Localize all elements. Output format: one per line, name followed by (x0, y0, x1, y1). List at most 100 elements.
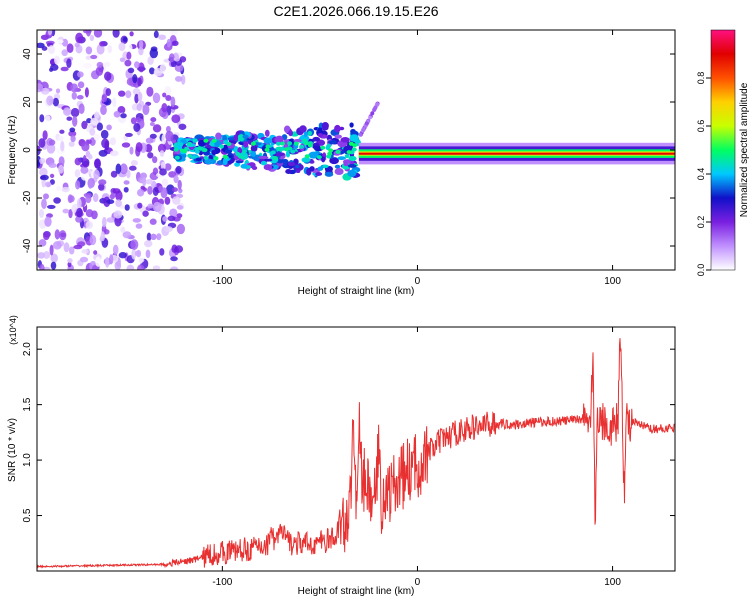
heatmap-cell (334, 167, 344, 176)
heatmap-cell (138, 258, 145, 263)
heatmap-cell (118, 90, 126, 97)
heatmap-cell (137, 91, 143, 102)
heatmap-cell (334, 134, 342, 139)
heatmap-cell (358, 132, 363, 137)
heatmap-cell (317, 132, 323, 138)
heatmap-cell (340, 137, 350, 143)
heatmap-cell (203, 155, 209, 160)
heatmap-cell (114, 215, 122, 227)
snr-x-ticks: -100 0 100 (212, 327, 621, 588)
heatmap-cell (152, 167, 159, 176)
heatmap-cell (347, 169, 357, 177)
spectrogram-x-ticks: -100 0 100 (212, 30, 621, 287)
heatmap-cell (44, 181, 52, 188)
heatmap-cell (149, 218, 157, 225)
heatmap-cell (39, 114, 45, 123)
heatmap-cell (78, 103, 85, 115)
heatmap-cell (147, 56, 154, 65)
heatmap-cell (176, 213, 183, 219)
heatmap-cell (160, 161, 166, 170)
heatmap-cell (194, 149, 200, 154)
heatmap-cell (243, 141, 249, 148)
heatmap-cell (170, 30, 178, 37)
heatmap-cell (76, 198, 82, 209)
heatmap-cell (290, 149, 296, 154)
heatmap-cell (42, 130, 48, 141)
heatmap-cell (174, 155, 180, 160)
heatmap-cell (145, 249, 151, 259)
heatmap-cell (147, 152, 154, 159)
heatmap-cell (169, 266, 179, 270)
heatmap-cell (61, 49, 68, 57)
heatmap-cell (89, 234, 97, 246)
heatmap-cell (173, 147, 179, 152)
heatmap-cell (98, 179, 107, 186)
heatmap-cell (85, 221, 93, 229)
x-tick-label: -100 (212, 276, 232, 287)
heatmap-cell (320, 145, 326, 150)
heatmap-cell (158, 34, 167, 40)
heatmap-cell (136, 103, 143, 111)
heatmap-cell (343, 161, 349, 167)
colorbar-tick-label: 0.6 (696, 120, 706, 133)
heatmap-cell (258, 155, 269, 160)
heatmap-cell (295, 169, 301, 174)
heatmap-cell (347, 164, 357, 168)
heatmap-cell (287, 161, 296, 167)
heatmap-cell (77, 81, 85, 89)
heatmap-cell (344, 154, 350, 159)
heatmap-cell (174, 75, 183, 82)
heatmap-cell (120, 113, 127, 119)
heatmap-cell (147, 203, 154, 209)
x-tick-label: 100 (604, 276, 621, 287)
y-tick-label: 1.5 (22, 397, 33, 411)
heatmap-cell (176, 223, 186, 235)
heatmap-cell (157, 143, 167, 154)
heatmap-cell (66, 116, 73, 121)
heatmap-cell (79, 256, 89, 263)
heatmap-cell (48, 163, 57, 168)
heatmap-cell (109, 137, 117, 146)
heatmap-cell (233, 134, 239, 142)
heatmap-cell (55, 39, 64, 44)
heatmap-cell (364, 121, 369, 126)
heatmap-cell (240, 163, 248, 169)
heatmap-cell (327, 151, 333, 156)
heatmap-cell (109, 150, 119, 157)
heatmap-cell (40, 87, 50, 95)
heatmap-cell (44, 216, 52, 227)
heatmap-cell (373, 105, 378, 110)
heatmap-cell (203, 151, 211, 156)
y-tick-label: 20 (22, 96, 33, 108)
heatmap-cell (202, 148, 208, 153)
heatmap-cell (43, 193, 49, 200)
heatmap-cell (86, 139, 92, 145)
x-tick-label: 100 (604, 577, 621, 588)
heatmap-cell (85, 209, 94, 218)
heatmap-cell (132, 218, 142, 223)
snr-x-label: Height of straight line (km) (298, 586, 415, 597)
heatmap-cell (43, 232, 50, 241)
heatmap-cell (195, 157, 202, 162)
heatmap-cell (124, 204, 130, 211)
heatmap-cell (113, 110, 121, 118)
snr-y-label: SNR (10 * v/v) (7, 418, 18, 482)
heatmap-cell (275, 152, 285, 157)
heatmap-cell (39, 263, 45, 270)
heatmap-cell (161, 103, 168, 113)
heatmap-cell (136, 264, 145, 270)
heatmap-cell (50, 261, 57, 270)
heatmap-cell (40, 174, 49, 181)
heatmap-cell (87, 154, 93, 160)
heatmap-cell (60, 232, 66, 238)
heatmap-cell (130, 117, 137, 125)
heatmap-cell (99, 41, 106, 47)
heatmap-cell (75, 216, 83, 223)
heatmap-cell (60, 66, 69, 72)
heatmap-cell (299, 125, 307, 133)
heatmap-cell (164, 163, 172, 171)
heatmap-cell (348, 141, 354, 146)
heatmap-cell (163, 226, 173, 233)
heatmap-cell (119, 57, 126, 63)
